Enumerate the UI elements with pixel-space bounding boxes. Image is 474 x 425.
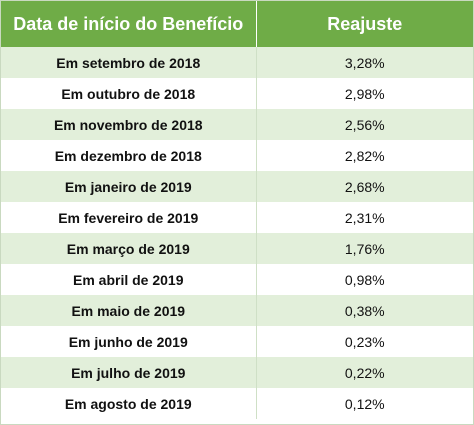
table-row: Em dezembro de 2018 2,82% bbox=[1, 140, 473, 171]
table-body: Em setembro de 2018 3,28% Em outubro de … bbox=[1, 47, 473, 419]
row-date: Em agosto de 2019 bbox=[1, 388, 257, 419]
table-row: Em julho de 2019 0,22% bbox=[1, 357, 473, 388]
header-reajuste-column: Reajuste bbox=[256, 1, 473, 47]
table-row: Em agosto de 2019 0,12% bbox=[1, 388, 473, 419]
row-reajuste: 0,23% bbox=[256, 326, 473, 357]
table-row: Em novembro de 2018 2,56% bbox=[1, 109, 473, 140]
row-reajuste: 1,76% bbox=[256, 233, 473, 264]
row-reajuste: 2,56% bbox=[256, 109, 473, 140]
row-reajuste: 2,82% bbox=[256, 140, 473, 171]
table-header: Data de início do Benefício Reajuste bbox=[1, 1, 473, 47]
row-reajuste: 0,38% bbox=[256, 295, 473, 326]
table-row: Em junho de 2019 0,23% bbox=[1, 326, 473, 357]
row-date: Em abril de 2019 bbox=[1, 264, 257, 295]
row-date: Em julho de 2019 bbox=[1, 357, 257, 388]
row-reajuste: 3,28% bbox=[256, 47, 473, 78]
table-row: Em maio de 2019 0,38% bbox=[1, 295, 473, 326]
header-row: Data de início do Benefício Reajuste bbox=[1, 1, 473, 47]
row-date: Em dezembro de 2018 bbox=[1, 140, 257, 171]
row-date: Em maio de 2019 bbox=[1, 295, 257, 326]
table-row: Em setembro de 2018 3,28% bbox=[1, 47, 473, 78]
row-reajuste: 0,98% bbox=[256, 264, 473, 295]
reajuste-table: Data de início do Benefício Reajuste Em … bbox=[1, 1, 473, 419]
row-reajuste: 2,31% bbox=[256, 202, 473, 233]
row-reajuste: 0,22% bbox=[256, 357, 473, 388]
row-date: Em outubro de 2018 bbox=[1, 78, 257, 109]
table-row: Em abril de 2019 0,98% bbox=[1, 264, 473, 295]
row-date: Em setembro de 2018 bbox=[1, 47, 257, 78]
row-reajuste: 2,98% bbox=[256, 78, 473, 109]
row-date: Em junho de 2019 bbox=[1, 326, 257, 357]
row-date: Em fevereiro de 2019 bbox=[1, 202, 257, 233]
table-row: Em outubro de 2018 2,98% bbox=[1, 78, 473, 109]
row-date: Em novembro de 2018 bbox=[1, 109, 257, 140]
row-reajuste: 0,12% bbox=[256, 388, 473, 419]
row-date: Em janeiro de 2019 bbox=[1, 171, 257, 202]
table-row: Em março de 2019 1,76% bbox=[1, 233, 473, 264]
header-date-column: Data de início do Benefício bbox=[1, 1, 257, 47]
table-row: Em fevereiro de 2019 2,31% bbox=[1, 202, 473, 233]
table-row: Em janeiro de 2019 2,68% bbox=[1, 171, 473, 202]
row-date: Em março de 2019 bbox=[1, 233, 257, 264]
row-reajuste: 2,68% bbox=[256, 171, 473, 202]
